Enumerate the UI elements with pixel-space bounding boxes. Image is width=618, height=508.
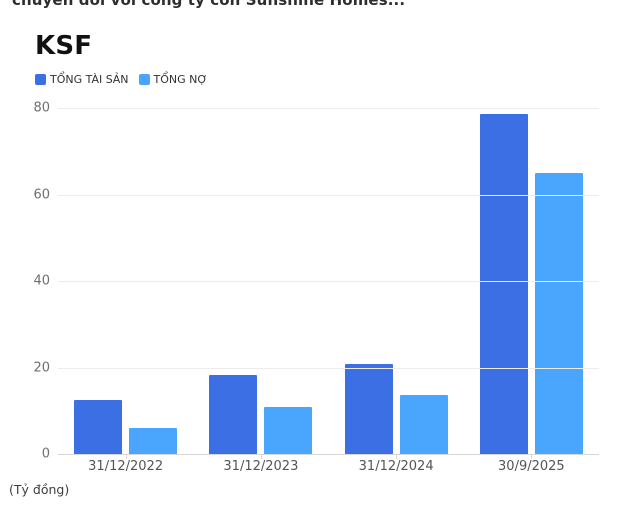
bar-tong-no[interactable] (264, 406, 313, 454)
x-tick (125, 455, 127, 459)
legend-swatch-icon (138, 74, 150, 85)
chart-title: KSF (35, 31, 93, 61)
chart-legend: TỔNG TÀI SẢN TỔNG NỢ (35, 73, 207, 86)
truncated-headline-link[interactable]: chuyển đổi với công ty con Sunshine Home… (12, 0, 406, 9)
bar-tong-tai-san[interactable] (479, 113, 528, 454)
bar-tong-tai-san[interactable] (74, 399, 123, 454)
bar-tong-tai-san[interactable] (209, 375, 258, 454)
bar-groups (58, 108, 599, 459)
gridline (58, 281, 599, 282)
plot-area (58, 108, 599, 459)
legend-item-1[interactable]: TỔNG NỢ (138, 73, 208, 86)
x-tick (396, 455, 398, 459)
y-tick-label: 60 (33, 187, 50, 202)
x-tick (531, 455, 533, 459)
legend-label: TỔNG NỢ (153, 73, 208, 86)
y-tick-label: 20 (33, 360, 50, 375)
x-category-label: 31/12/2023 (223, 459, 299, 474)
y-tick-label: 0 (41, 446, 50, 462)
bar-tong-tai-san[interactable] (344, 364, 393, 454)
y-tick-label: 80 (33, 100, 50, 116)
bar-tong-no[interactable] (534, 173, 583, 454)
bar-group (464, 108, 599, 459)
bar-tong-no[interactable] (399, 395, 448, 454)
legend-swatch-icon (35, 74, 46, 85)
legend-item-0[interactable]: TỔNG TÀI SẢN (35, 73, 129, 86)
legend-label: TỔNG TÀI SẢN (50, 73, 129, 86)
x-category-label: 30/9/2025 (498, 459, 565, 474)
axis-unit-label: (Tỷ đồng) (9, 482, 70, 497)
y-tick-label: 40 (33, 273, 50, 289)
bar-group (193, 108, 328, 459)
gridline (58, 108, 599, 109)
gridline (58, 367, 599, 369)
bar-group (58, 108, 193, 459)
y-axis: 0 20 40 60 80 (0, 101, 50, 462)
gridline (58, 194, 599, 196)
x-axis-labels: 31/12/2022 31/12/2023 31/12/2024 30/9/2025 (58, 459, 599, 474)
x-tick (260, 455, 262, 459)
x-category-label: 31/12/2024 (358, 459, 434, 474)
bar-tong-no[interactable] (129, 428, 178, 454)
x-category-label: 31/12/2022 (88, 459, 164, 474)
bar-group (329, 108, 464, 459)
